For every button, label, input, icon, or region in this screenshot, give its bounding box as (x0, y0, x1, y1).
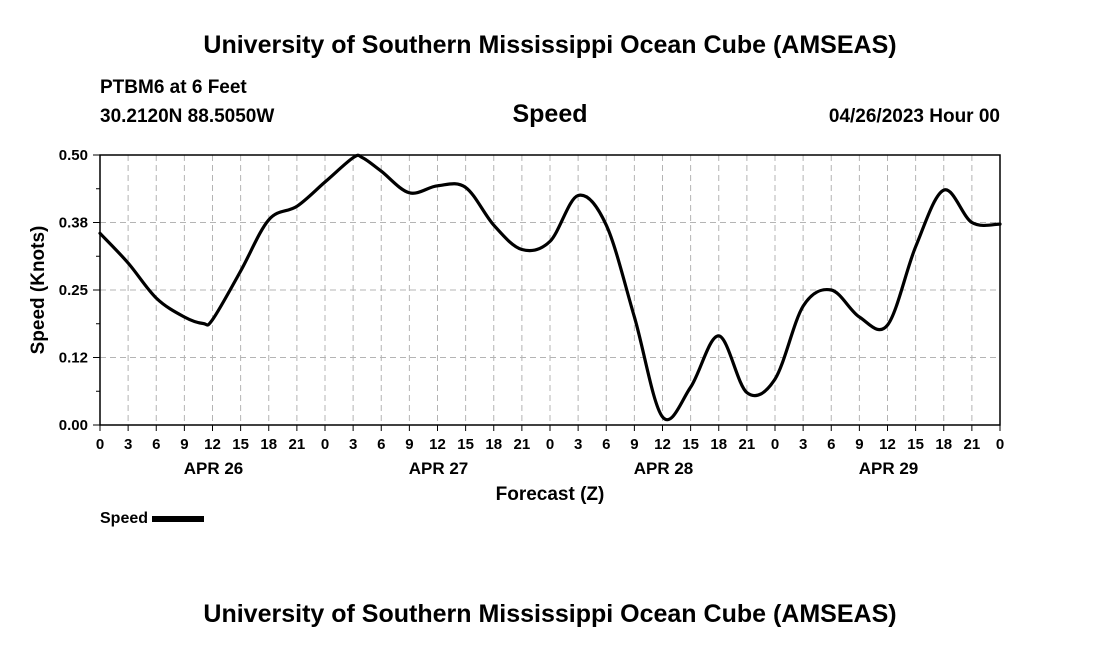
chart-title: Speed (512, 100, 588, 128)
x-tick-label: 0 (321, 436, 329, 453)
x-tick-label: 9 (180, 436, 188, 453)
x-tick-label: 0 (996, 436, 1004, 453)
x-tick-label: 15 (457, 436, 474, 453)
x-tick-label: 0 (546, 436, 554, 453)
chart-grid (100, 154, 1000, 425)
x-tick-label: 3 (574, 436, 582, 453)
x-day-label: APR 26 (184, 459, 244, 478)
x-tick-label: 12 (204, 436, 221, 453)
x-day-label: APR 27 (409, 459, 469, 478)
y-tick-label: 0.50 (59, 147, 88, 164)
x-tick-label: 18 (710, 436, 727, 453)
x-tick-label: 9 (855, 436, 863, 453)
forecast-datetime: 04/26/2023 Hour 00 (828, 106, 1000, 127)
chart-axes: 0 3 6 9 12 15 18 21 0 3 6 9 12 15 18 21 0 3 6 9 12 15 18 21 0 3 6 9… (59, 147, 1004, 478)
x-tick-label: 0 (96, 436, 104, 453)
y-tick-label: 0.38 (59, 215, 88, 232)
x-tick-label: 12 (654, 436, 671, 453)
chart-series (98, 153, 1002, 422)
x-tick-label: 3 (799, 436, 807, 453)
x-tick-label: 6 (827, 436, 835, 453)
x-tick-label: 3 (124, 436, 132, 453)
y-axis-title: Speed (Knots) (28, 226, 49, 355)
page-title: University of Southern Mississippi Ocean… (203, 31, 897, 59)
x-tick-label: 18 (935, 436, 952, 453)
x-tick-label: 18 (485, 436, 502, 453)
x-tick-label: 9 (405, 436, 413, 453)
x-tick-label: 3 (349, 436, 357, 453)
legend-label: Speed (100, 510, 149, 527)
x-tick-label: 6 (152, 436, 160, 453)
chart-legend: Speed (100, 509, 205, 529)
x-day-label: APR 28 (634, 459, 694, 478)
x-tick-label: 9 (630, 436, 638, 453)
x-axis-title: Forecast (Z) (496, 484, 605, 505)
station-name: PTBM6 at 6 Feet (100, 77, 247, 98)
footer-title: University of Southern Mississippi Ocean… (203, 600, 897, 628)
x-tick-label: 0 (771, 436, 779, 453)
x-tick-label: 12 (879, 436, 896, 453)
x-day-label: APR 29 (859, 459, 919, 478)
x-tick-label: 15 (907, 436, 924, 453)
x-tick-label: 6 (377, 436, 385, 453)
x-tick-label: 21 (964, 436, 981, 453)
x-tick-label: 21 (514, 436, 531, 453)
x-tick-label: 15 (232, 436, 249, 453)
speed-series-line (98, 153, 1002, 422)
x-tick-label: 21 (289, 436, 306, 453)
legend-swatch (152, 516, 205, 522)
x-tick-label: 21 (739, 436, 756, 453)
y-tick-label: 0.12 (59, 350, 88, 367)
x-tick-label: 18 (260, 436, 277, 453)
station-coordinates: 30.2120N 88.5050W (100, 106, 275, 127)
y-tick-label: 0.25 (59, 282, 88, 299)
x-tick-label: 12 (429, 436, 446, 453)
y-tick-label: 0.00 (59, 417, 88, 434)
x-tick-label: 6 (602, 436, 610, 453)
x-tick-label: 15 (682, 436, 699, 453)
